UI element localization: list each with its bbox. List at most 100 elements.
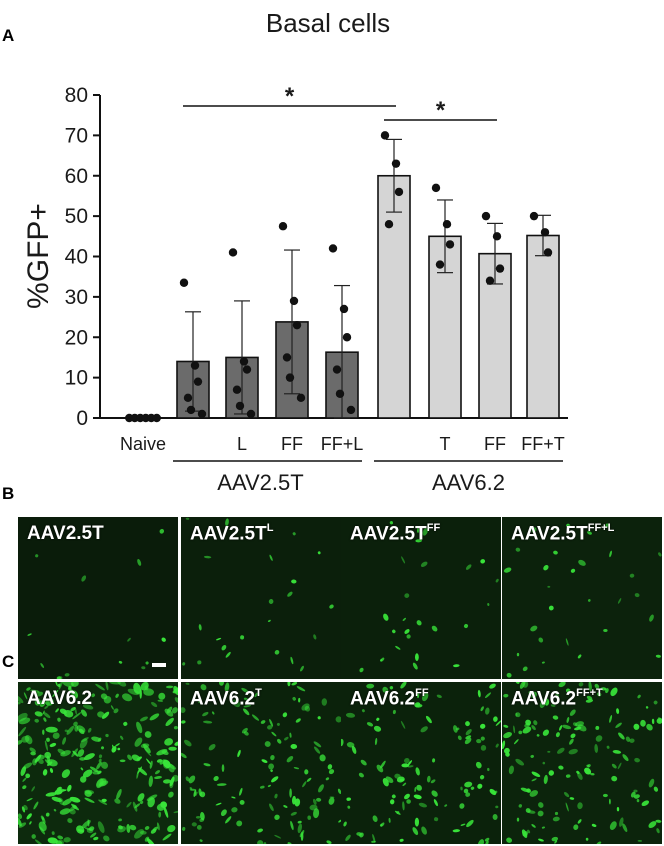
gfp-cell: [80, 737, 89, 743]
gfp-cell: [297, 823, 303, 834]
y-tick-label: 70: [65, 124, 88, 147]
gfp-cell: [503, 732, 512, 739]
gfp-cell: [464, 781, 473, 788]
gfp-cell: [116, 788, 122, 800]
gfp-cell: [477, 689, 481, 698]
micrograph-label: AAV2.5TFF+L: [511, 522, 614, 545]
gfp-cell: [379, 823, 383, 827]
gfp-cell: [610, 687, 618, 697]
gfp-cell: [287, 591, 293, 597]
y-tick-label: 10: [65, 367, 88, 390]
gfp-cell: [431, 625, 438, 632]
gfp-cell: [527, 829, 531, 834]
micrograph-label: AAV6.2FF: [350, 687, 429, 710]
gfp-cell: [380, 658, 383, 662]
gfp-cell: [586, 764, 590, 768]
gfp-cell: [34, 718, 39, 723]
gfp-cell: [69, 808, 76, 815]
gfp-cell: [565, 774, 571, 778]
gfp-cell: [328, 797, 335, 805]
gfp-cell: [420, 561, 428, 568]
gfp-cell: [123, 721, 128, 726]
gfp-cell: [137, 793, 145, 802]
gfp-cell: [341, 738, 344, 747]
data-point: [190, 361, 200, 370]
gfp-cell: [243, 697, 249, 701]
gfp-cell: [144, 836, 150, 842]
gfp-cell: [60, 789, 67, 793]
gfp-cell: [373, 725, 382, 732]
data-point: [346, 405, 356, 415]
gfp-cell: [84, 789, 95, 795]
gfp-cell: [521, 829, 528, 839]
data-point: [242, 365, 252, 374]
gfp-cell: [554, 811, 559, 816]
gfp-cell: [307, 815, 312, 820]
gfp-cell: [603, 629, 608, 632]
gfp-cell: [44, 751, 52, 759]
gfp-cell: [533, 720, 538, 726]
gfp-cell: [158, 692, 166, 700]
gfp-cell: [563, 792, 570, 798]
gfp-cell: [103, 695, 112, 704]
gfp-cell: [531, 527, 537, 533]
label-superscript: L: [266, 522, 274, 534]
gfp-cell: [503, 693, 509, 698]
gfp-cell: [184, 739, 192, 747]
gfp-cell: [577, 654, 582, 659]
gfp-cell: [619, 817, 624, 827]
gfp-cell: [465, 564, 472, 570]
gfp-cell: [587, 599, 591, 602]
label-base: AAV2.5T: [190, 523, 267, 545]
gfp-cell: [98, 758, 102, 763]
gfp-cell: [432, 758, 436, 763]
gfp-cell: [485, 707, 490, 715]
gfp-cell: [465, 792, 471, 797]
gfp-cell: [93, 836, 99, 841]
gfp-cell: [122, 693, 133, 702]
gfp-cell: [452, 829, 460, 833]
gfp-cell: [64, 673, 70, 677]
gfp-cell: [261, 759, 268, 763]
gfp-cell: [463, 788, 469, 794]
gfp-cell: [463, 623, 469, 629]
gfp-cell: [422, 692, 429, 702]
gfp-cell: [372, 833, 376, 843]
gfp-cell: [609, 550, 612, 558]
gfp-cell: [554, 840, 558, 844]
group-label: AAV2.5T: [217, 470, 303, 495]
micrograph-label: AAV6.2: [27, 688, 92, 710]
y-tick-label: 60: [65, 165, 88, 188]
data-point: [183, 393, 193, 403]
gfp-cell: [301, 703, 310, 711]
gfp-cell: [319, 754, 326, 762]
gfp-cell: [57, 675, 63, 679]
gfp-cell: [547, 750, 551, 753]
gfp-cell: [168, 791, 174, 798]
gfp-cell: [476, 738, 482, 744]
data-point: [197, 409, 207, 419]
data-point: [342, 333, 352, 342]
gfp-cell: [412, 662, 418, 670]
gfp-cell: [453, 725, 458, 733]
gfp-cell: [148, 775, 153, 787]
gfp-cell: [653, 786, 659, 792]
gfp-cell: [239, 799, 245, 805]
gfp-cell: [538, 838, 544, 842]
gfp-cell: [166, 706, 173, 714]
gfp-cell: [360, 759, 367, 766]
gfp-cell: [81, 575, 87, 582]
y-tick-label: 50: [65, 205, 88, 228]
gfp-cell: [237, 749, 241, 758]
gfp-cell: [165, 685, 174, 689]
gfp-cell: [239, 787, 243, 796]
gfp-cell: [57, 835, 64, 840]
gfp-cell: [213, 776, 219, 781]
gfp-cell: [343, 821, 347, 827]
gfp-cell: [56, 676, 62, 679]
gfp-cell: [291, 795, 297, 805]
gfp-cell: [62, 798, 73, 806]
gfp-cell: [548, 770, 555, 776]
gfp-cell: [185, 682, 190, 685]
gfp-cell: [389, 799, 395, 805]
